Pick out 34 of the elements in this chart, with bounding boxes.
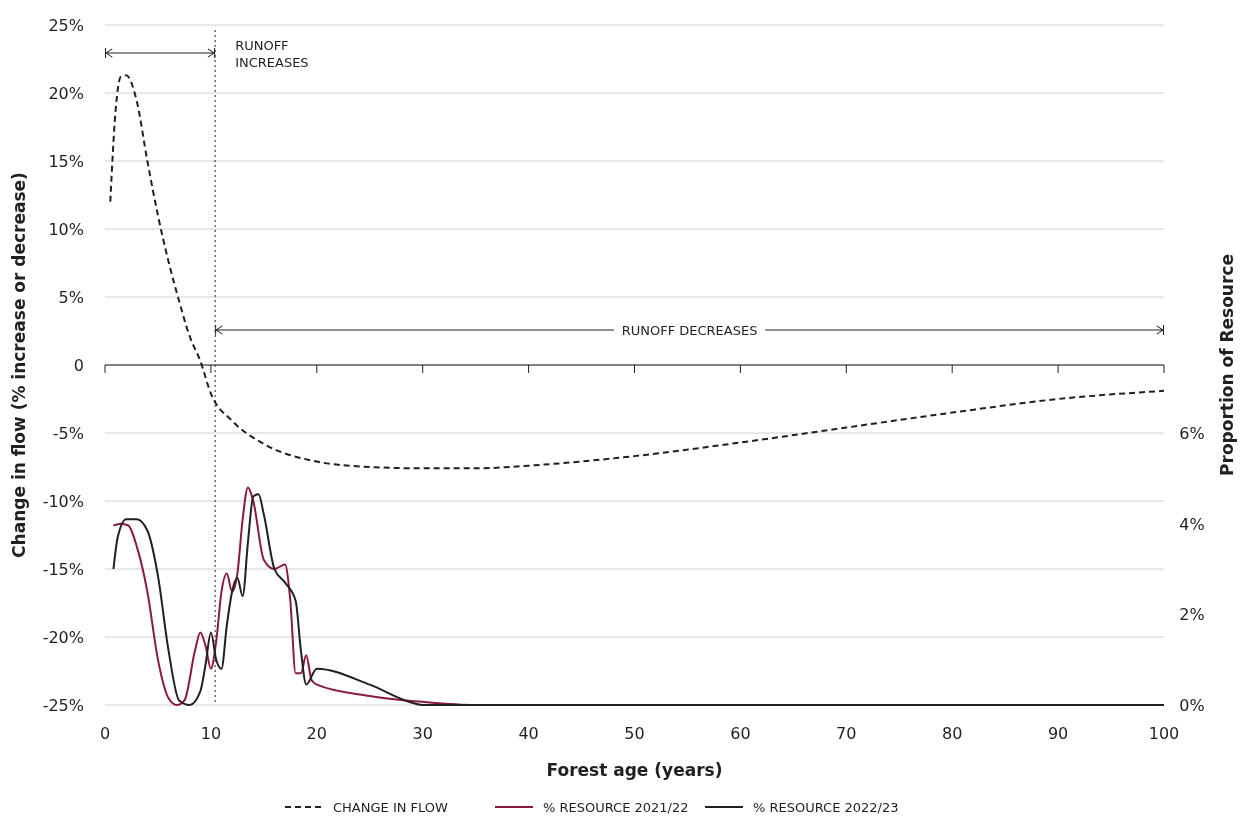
x-tick-label: 100 [1148, 724, 1180, 743]
x-tick-label: 20 [306, 724, 327, 743]
y-tick-label: -25% [42, 696, 84, 715]
y-tick-label: 0 [73, 356, 84, 375]
y-tick-label: -15% [42, 560, 84, 579]
x-axis-title: Forest age (years) [546, 760, 723, 780]
y2-tick-label: 6% [1179, 424, 1205, 443]
legend-label: % RESOURCE 2022/23 [753, 800, 899, 815]
y2-tick-label: 0% [1179, 696, 1205, 715]
x-tick-label: 90 [1047, 724, 1069, 743]
y2-tick-label: 4% [1179, 514, 1205, 534]
x-tick-label: 10 [200, 724, 222, 743]
x-tick-label: 50 [624, 724, 645, 743]
legend-label: % RESOURCE 2021/22 [543, 800, 689, 815]
y-tick-label: 10% [48, 220, 84, 239]
annotation: RUNOFF DECREASES [621, 323, 758, 338]
y-tick-label: -10% [42, 492, 84, 511]
y-tick-label: -20% [42, 628, 84, 647]
y-tick-label: 5% [58, 288, 84, 307]
y2-axis-title: Proportion of Resource [1217, 254, 1237, 476]
x-tick-label: 80 [942, 724, 963, 743]
y-tick-label: 25% [48, 16, 84, 35]
x-tick-label: 0 [99, 724, 111, 743]
annotation: RUNOFF INCREASES [235, 38, 309, 70]
y2-tick-label: 2% [1179, 605, 1205, 625]
y-axis-title: Change in flow (% increase or decrease) [9, 172, 29, 558]
x-tick-label: 40 [518, 724, 539, 743]
x-tick-label: 30 [412, 724, 433, 743]
x-tick-label: 60 [730, 724, 751, 743]
x-tick-label: 70 [836, 724, 857, 743]
y-tick-label: -5% [52, 424, 84, 443]
legend-label: CHANGE IN FLOW [333, 800, 449, 815]
y-tick-label: 20% [48, 84, 84, 103]
y-tick-label: 15% [48, 152, 84, 171]
